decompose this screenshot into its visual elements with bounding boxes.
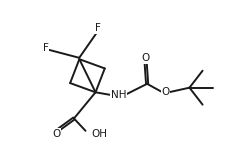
Text: O: O [52,129,60,139]
Text: F: F [43,43,48,53]
Text: F: F [95,23,101,33]
Text: NH: NH [111,90,126,100]
Text: O: O [141,53,150,63]
Text: O: O [161,87,170,97]
Text: OH: OH [92,129,108,139]
